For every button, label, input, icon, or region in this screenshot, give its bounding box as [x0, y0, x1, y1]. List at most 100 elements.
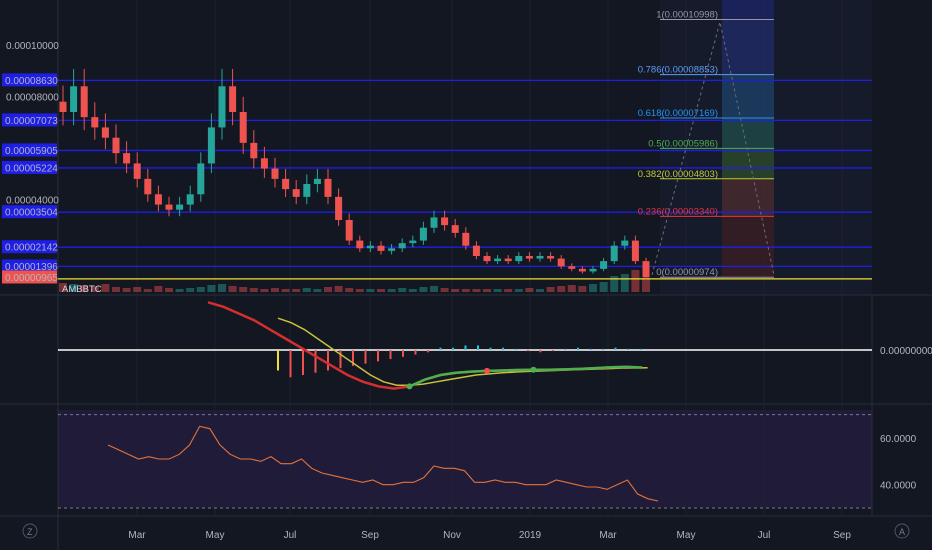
price-level-label-2: 0.00005905 [5, 146, 58, 157]
volume-bar-7 [133, 287, 142, 292]
candle-body-28 [356, 240, 364, 249]
volume-bar-46 [546, 287, 555, 292]
volume-bar-31 [387, 289, 396, 292]
macd-hist-bar-9 [389, 350, 392, 360]
price-level-tag-4 [2, 205, 57, 219]
rsi-line [107, 425, 659, 502]
macd-hist-bar-10 [402, 350, 404, 357]
volume-bar-38 [461, 289, 470, 292]
candle-body-6 [123, 153, 131, 164]
candle-body-7 [133, 163, 141, 179]
price-level-tag-0 [2, 73, 57, 87]
candle-body-37 [451, 225, 459, 233]
macd-zero-label: 0.00000000 [880, 346, 932, 357]
candle-body-16 [229, 86, 237, 112]
macd-hist-bar-24 [577, 347, 579, 350]
volume-bar-10 [165, 288, 173, 292]
volume-bar-44 [525, 288, 534, 292]
candle-body-47 [557, 258, 565, 267]
volume-bar-30 [377, 289, 385, 292]
volume-bar-26 [334, 286, 343, 292]
volume-bar-49 [578, 286, 587, 292]
volume-bar-14 [207, 285, 216, 292]
candle-body-13 [197, 163, 205, 195]
candle-body-20 [271, 168, 279, 179]
candle-body-26 [335, 196, 343, 220]
rsi-tick-label-1: 40.0000 [880, 481, 917, 492]
time-tick-label-1: May [206, 530, 225, 541]
volume-bar-53 [620, 274, 629, 292]
macd-hist-bar-7 [364, 350, 367, 364]
volume-bar-25 [324, 287, 332, 292]
candle-body-33 [409, 240, 417, 244]
fib-projection [651, 21, 775, 276]
macd-hist-bar-27 [614, 347, 617, 350]
volume-bar-1 [69, 284, 78, 292]
candle-body-38 [462, 232, 470, 246]
auto-scale-icon[interactable] [894, 523, 910, 539]
macd-pane: 0.00000000 [58, 301, 932, 390]
time-tick-label-4: Nov [443, 530, 461, 541]
time-tick-label-2: Jul [284, 530, 297, 541]
volume-bar-13 [196, 287, 205, 292]
macd-hist-bar-25 [589, 348, 592, 350]
candle-body-43 [515, 256, 523, 262]
candle-body-27 [345, 220, 353, 241]
candle-body-41 [494, 258, 502, 262]
macd-hist-bar-16 [477, 345, 479, 350]
macd-hist-bar-18 [502, 347, 504, 350]
fib-fill-4 [722, 178, 774, 217]
volume-bar-23 [302, 288, 311, 292]
volume-bar-3 [90, 286, 99, 292]
candle-body-44 [525, 256, 533, 259]
candle-body-53 [621, 240, 629, 246]
macd-line-bull [408, 365, 643, 388]
volume-bar-41 [493, 289, 502, 292]
macd-hist-bar-3 [314, 350, 317, 373]
price-tick-label-1: 0.00008000 [6, 93, 59, 104]
candle-body-10 [165, 204, 173, 210]
price-scale-labels: 0.00010000 0.00008000 0.00004000 0.00008630… [2, 41, 59, 284]
time-axis: Mar May Jul Sep Nov 2019 Mar May Jul Sep [128, 530, 851, 541]
volume-bar-12 [186, 288, 195, 292]
candle-body-49 [578, 268, 586, 272]
volume-bar-33 [408, 289, 417, 292]
volume-bar-24 [313, 289, 322, 292]
candle-body-30 [377, 245, 385, 251]
volume-bar-34 [419, 287, 428, 292]
candle-body-22 [292, 189, 300, 197]
macd-hist-bar-23 [564, 348, 567, 350]
candle-body-8 [144, 178, 152, 195]
candle-body-32 [398, 243, 406, 249]
volume-bar-51 [599, 282, 608, 292]
macd-hist-bar-11 [414, 350, 417, 355]
macd-hist-bar-12 [427, 350, 429, 353]
macd-cross-dot-1 [484, 367, 490, 374]
candle-body-55 [642, 261, 650, 278]
volume-bar-55 [642, 278, 650, 292]
macd-hist-bar-21 [539, 350, 542, 353]
volume-bar-50 [589, 284, 597, 292]
price-level-tag-3 [2, 160, 57, 174]
candle-body-54 [631, 240, 639, 262]
candle-body-35 [430, 217, 438, 228]
macd-hist-bar-17 [489, 347, 492, 350]
candle-body-51 [600, 261, 608, 269]
volume-bar-54 [631, 270, 640, 292]
timezone-icon[interactable] [22, 523, 38, 539]
horizontal-levels [58, 79, 872, 280]
price-level-label-7: 0.00000965 [5, 273, 58, 284]
candle-body-36 [441, 217, 449, 226]
price-level-tag-2 [2, 143, 57, 157]
candle-body-5 [112, 137, 120, 154]
fib-fill-top [722, 0, 774, 20]
volume-bar-6 [122, 288, 131, 292]
macd-cross-dot-2 [530, 366, 537, 373]
candle-body-29 [366, 245, 374, 249]
candle-body-0 [59, 101, 67, 112]
macd-cross-dot-0 [406, 383, 413, 390]
candle-body-21 [282, 178, 290, 190]
fib-fill-2 [722, 117, 774, 149]
